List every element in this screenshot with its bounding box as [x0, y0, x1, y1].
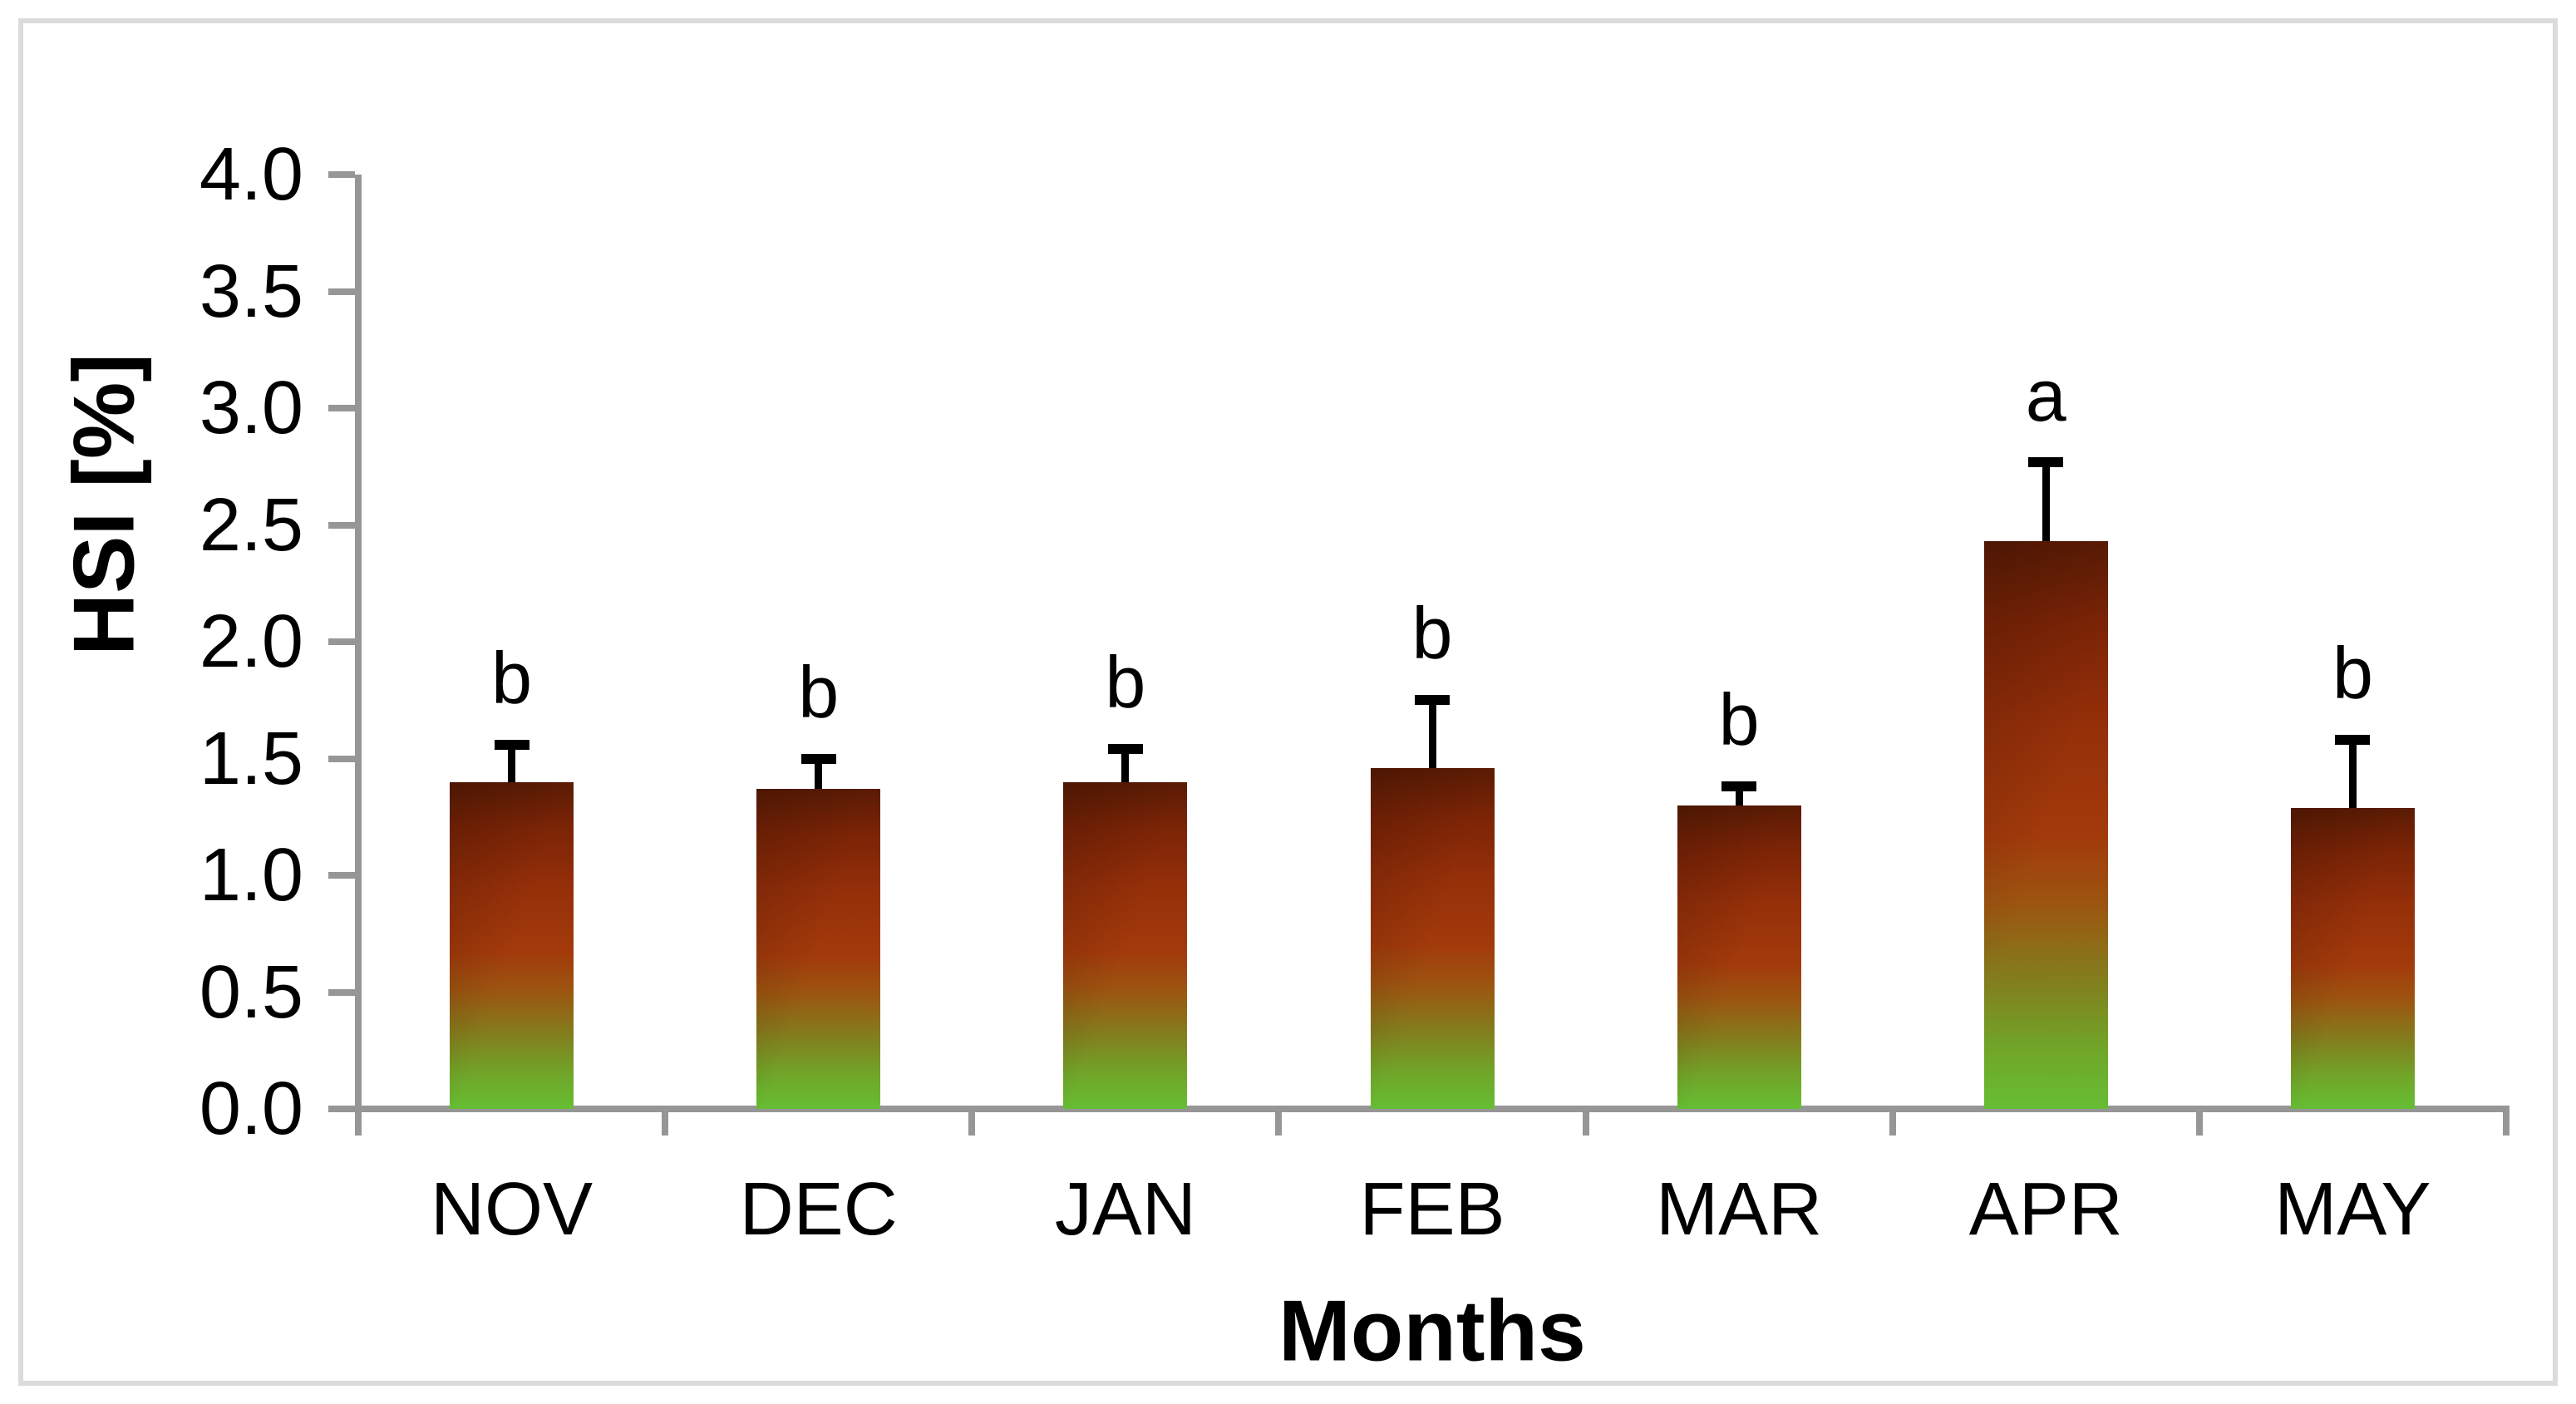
significance-letter: b: [1411, 592, 1453, 675]
error-bar-line: [2042, 461, 2050, 542]
chart-frame-border: [18, 18, 2558, 1386]
plot-area: 0.0 0.5 1.0 1.5 2.0 2.5 3.0 3.5 4.0 b NOV b DEC b JAN b…: [199, 133, 2510, 1251]
y-tick-label: 0.5: [199, 950, 303, 1034]
error-bar-line: [1121, 749, 1130, 782]
error-bar-line: [508, 744, 516, 782]
bar-nov: [450, 781, 574, 1109]
error-bar-cap: [2335, 735, 2371, 746]
error-bar-line: [2348, 740, 2357, 808]
significance-letter: a: [2025, 353, 2066, 436]
y-tick: [328, 171, 355, 178]
significance-letter: b: [1105, 641, 1146, 724]
x-axis-label-may: MAY: [2274, 1168, 2431, 1251]
y-tick-label: 0.0: [199, 1067, 303, 1150]
y-tick: [328, 638, 355, 645]
x-axis-label-jan: JAN: [1054, 1168, 1196, 1251]
significance-letter: b: [798, 650, 840, 733]
significance-letter: b: [2332, 632, 2373, 715]
y-tick-label: 3.0: [199, 367, 303, 450]
y-tick-label: 2.0: [199, 600, 303, 683]
x-tick: [2503, 1109, 2510, 1136]
x-axis-label-mar: MAR: [1656, 1168, 1823, 1251]
y-axis-line: [355, 175, 362, 1109]
x-axis-line: [355, 1106, 2510, 1112]
x-axis-label-apr: APR: [1968, 1168, 2123, 1251]
x-tick: [1582, 1109, 1589, 1136]
y-tick-label: 3.5: [199, 249, 303, 333]
x-axis-title: Months: [1278, 1283, 1586, 1380]
error-bar-line: [1735, 786, 1743, 805]
error-bar-cap: [800, 753, 836, 764]
y-tick: [328, 288, 355, 295]
x-tick: [968, 1109, 976, 1136]
y-tick-label: 2.5: [199, 483, 303, 567]
bar-apr: [1983, 541, 2108, 1109]
x-tick: [355, 1109, 362, 1136]
error-bar-line: [1428, 700, 1436, 768]
bar-jan: [1063, 781, 1188, 1109]
x-tick: [2195, 1109, 2203, 1136]
x-axis-label-nov: NOV: [431, 1168, 594, 1251]
y-tick: [328, 1106, 355, 1112]
significance-letter: b: [1718, 678, 1760, 761]
bar-mar: [1677, 805, 1801, 1109]
error-bar-cap: [1415, 695, 1450, 706]
error-bar-cap: [1721, 781, 1757, 792]
x-axis-label-dec: DEC: [739, 1168, 898, 1251]
y-tick: [328, 872, 355, 879]
y-tick-label: 4.0: [199, 133, 303, 216]
y-tick: [328, 755, 355, 762]
y-tick: [328, 988, 355, 996]
error-bar-line: [815, 758, 823, 790]
y-tick: [328, 521, 355, 529]
error-bar-cap: [1107, 744, 1143, 755]
error-bar-cap: [2028, 456, 2064, 467]
x-tick: [1889, 1109, 1896, 1136]
bar-dec: [756, 789, 881, 1109]
bar-may: [2290, 807, 2415, 1109]
significance-letter: b: [491, 636, 533, 719]
error-bar-cap: [494, 739, 529, 750]
y-tick-label: 1.5: [199, 717, 303, 801]
y-tick: [328, 405, 355, 411]
bar-feb: [1370, 767, 1495, 1109]
x-tick: [662, 1109, 669, 1136]
x-tick: [1275, 1109, 1283, 1136]
y-tick-label: 1.0: [199, 834, 303, 917]
x-axis-label-feb: FEB: [1359, 1168, 1505, 1251]
